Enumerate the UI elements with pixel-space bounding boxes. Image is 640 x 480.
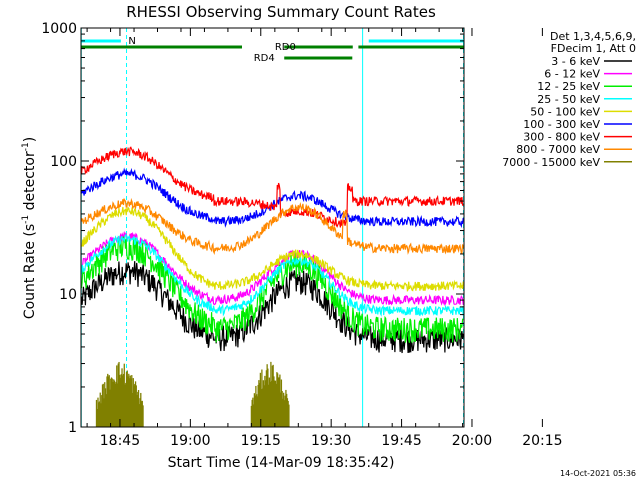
legend-entry-label: 50 - 100 keV <box>530 105 600 118</box>
y-tick-label: 1000 <box>41 21 77 37</box>
series-line <box>81 206 464 293</box>
y-tick-label: 10 <box>59 287 77 303</box>
legend-entry-label: 800 - 7000 keV <box>516 143 600 156</box>
legend-entry-label: 300 - 800 keV <box>523 131 600 144</box>
y-axis-label-main: Count Rate (s <box>22 224 38 319</box>
x-tick-label: 18:45 <box>100 433 140 449</box>
y-tick-label: 100 <box>50 154 77 170</box>
y-tick-label: 1 <box>68 420 77 436</box>
x-axis-label: Start Time (14-Mar-09 18:35:42) <box>168 455 395 471</box>
series-line <box>80 234 464 317</box>
x-axis: 18:45 19:00 19:15 19:30 19:45 20:00 20:15 <box>86 28 563 449</box>
legend-entry-label: 100 - 300 keV <box>523 118 600 131</box>
x-tick-label: 19:30 <box>311 433 351 449</box>
footer-date: 14-Oct-2021 05:36 <box>560 469 636 478</box>
legend-header: Det 1,3,4,5,6,9, <box>550 30 636 43</box>
legend-entry-label: 7000 - 15000 keV <box>502 156 600 169</box>
chart-title: RHESSI Observing Summary Count Rates <box>126 3 436 21</box>
flag-label-rd4: RD4 <box>254 53 275 64</box>
series-line <box>80 167 464 229</box>
series-line <box>80 261 464 354</box>
legend-entry-label: 25 - 50 keV <box>537 93 600 106</box>
y-axis-label: Count Rate (s-1 detector-1) <box>21 137 38 319</box>
legend-header: FDecim 1, Att 0 <box>551 42 636 55</box>
legend: Det 1,3,4,5,6,9,FDecim 1, Att 03 - 6 keV… <box>502 30 636 169</box>
x-tick-label: 19:00 <box>170 433 210 449</box>
series-group <box>80 146 464 427</box>
plot-frame <box>80 27 465 428</box>
flag-label-n: N <box>128 36 135 47</box>
y-axis-label-sup1: -1 <box>21 215 31 224</box>
y-axis: 1000 100 10 1 <box>41 21 464 436</box>
x-tick-label: 20:15 <box>522 433 562 449</box>
series-line <box>80 235 464 343</box>
x-tick-label: 20:00 <box>452 433 492 449</box>
x-tick-label: 19:15 <box>241 433 281 449</box>
series-line <box>80 197 464 256</box>
y-axis-label-sup2: -1 <box>21 142 31 151</box>
legend-entry-label: 3 - 6 keV <box>551 55 600 68</box>
y-axis-label-end: ) <box>22 137 38 142</box>
series-line <box>80 146 464 228</box>
legend-entry-label: 12 - 25 keV <box>537 80 600 93</box>
x-tick-label: 19:45 <box>381 433 421 449</box>
legend-entry-label: 6 - 12 keV <box>544 68 600 81</box>
flag-label-rd0: RD0 <box>275 42 296 53</box>
y-axis-label-mid: detector <box>22 151 38 215</box>
